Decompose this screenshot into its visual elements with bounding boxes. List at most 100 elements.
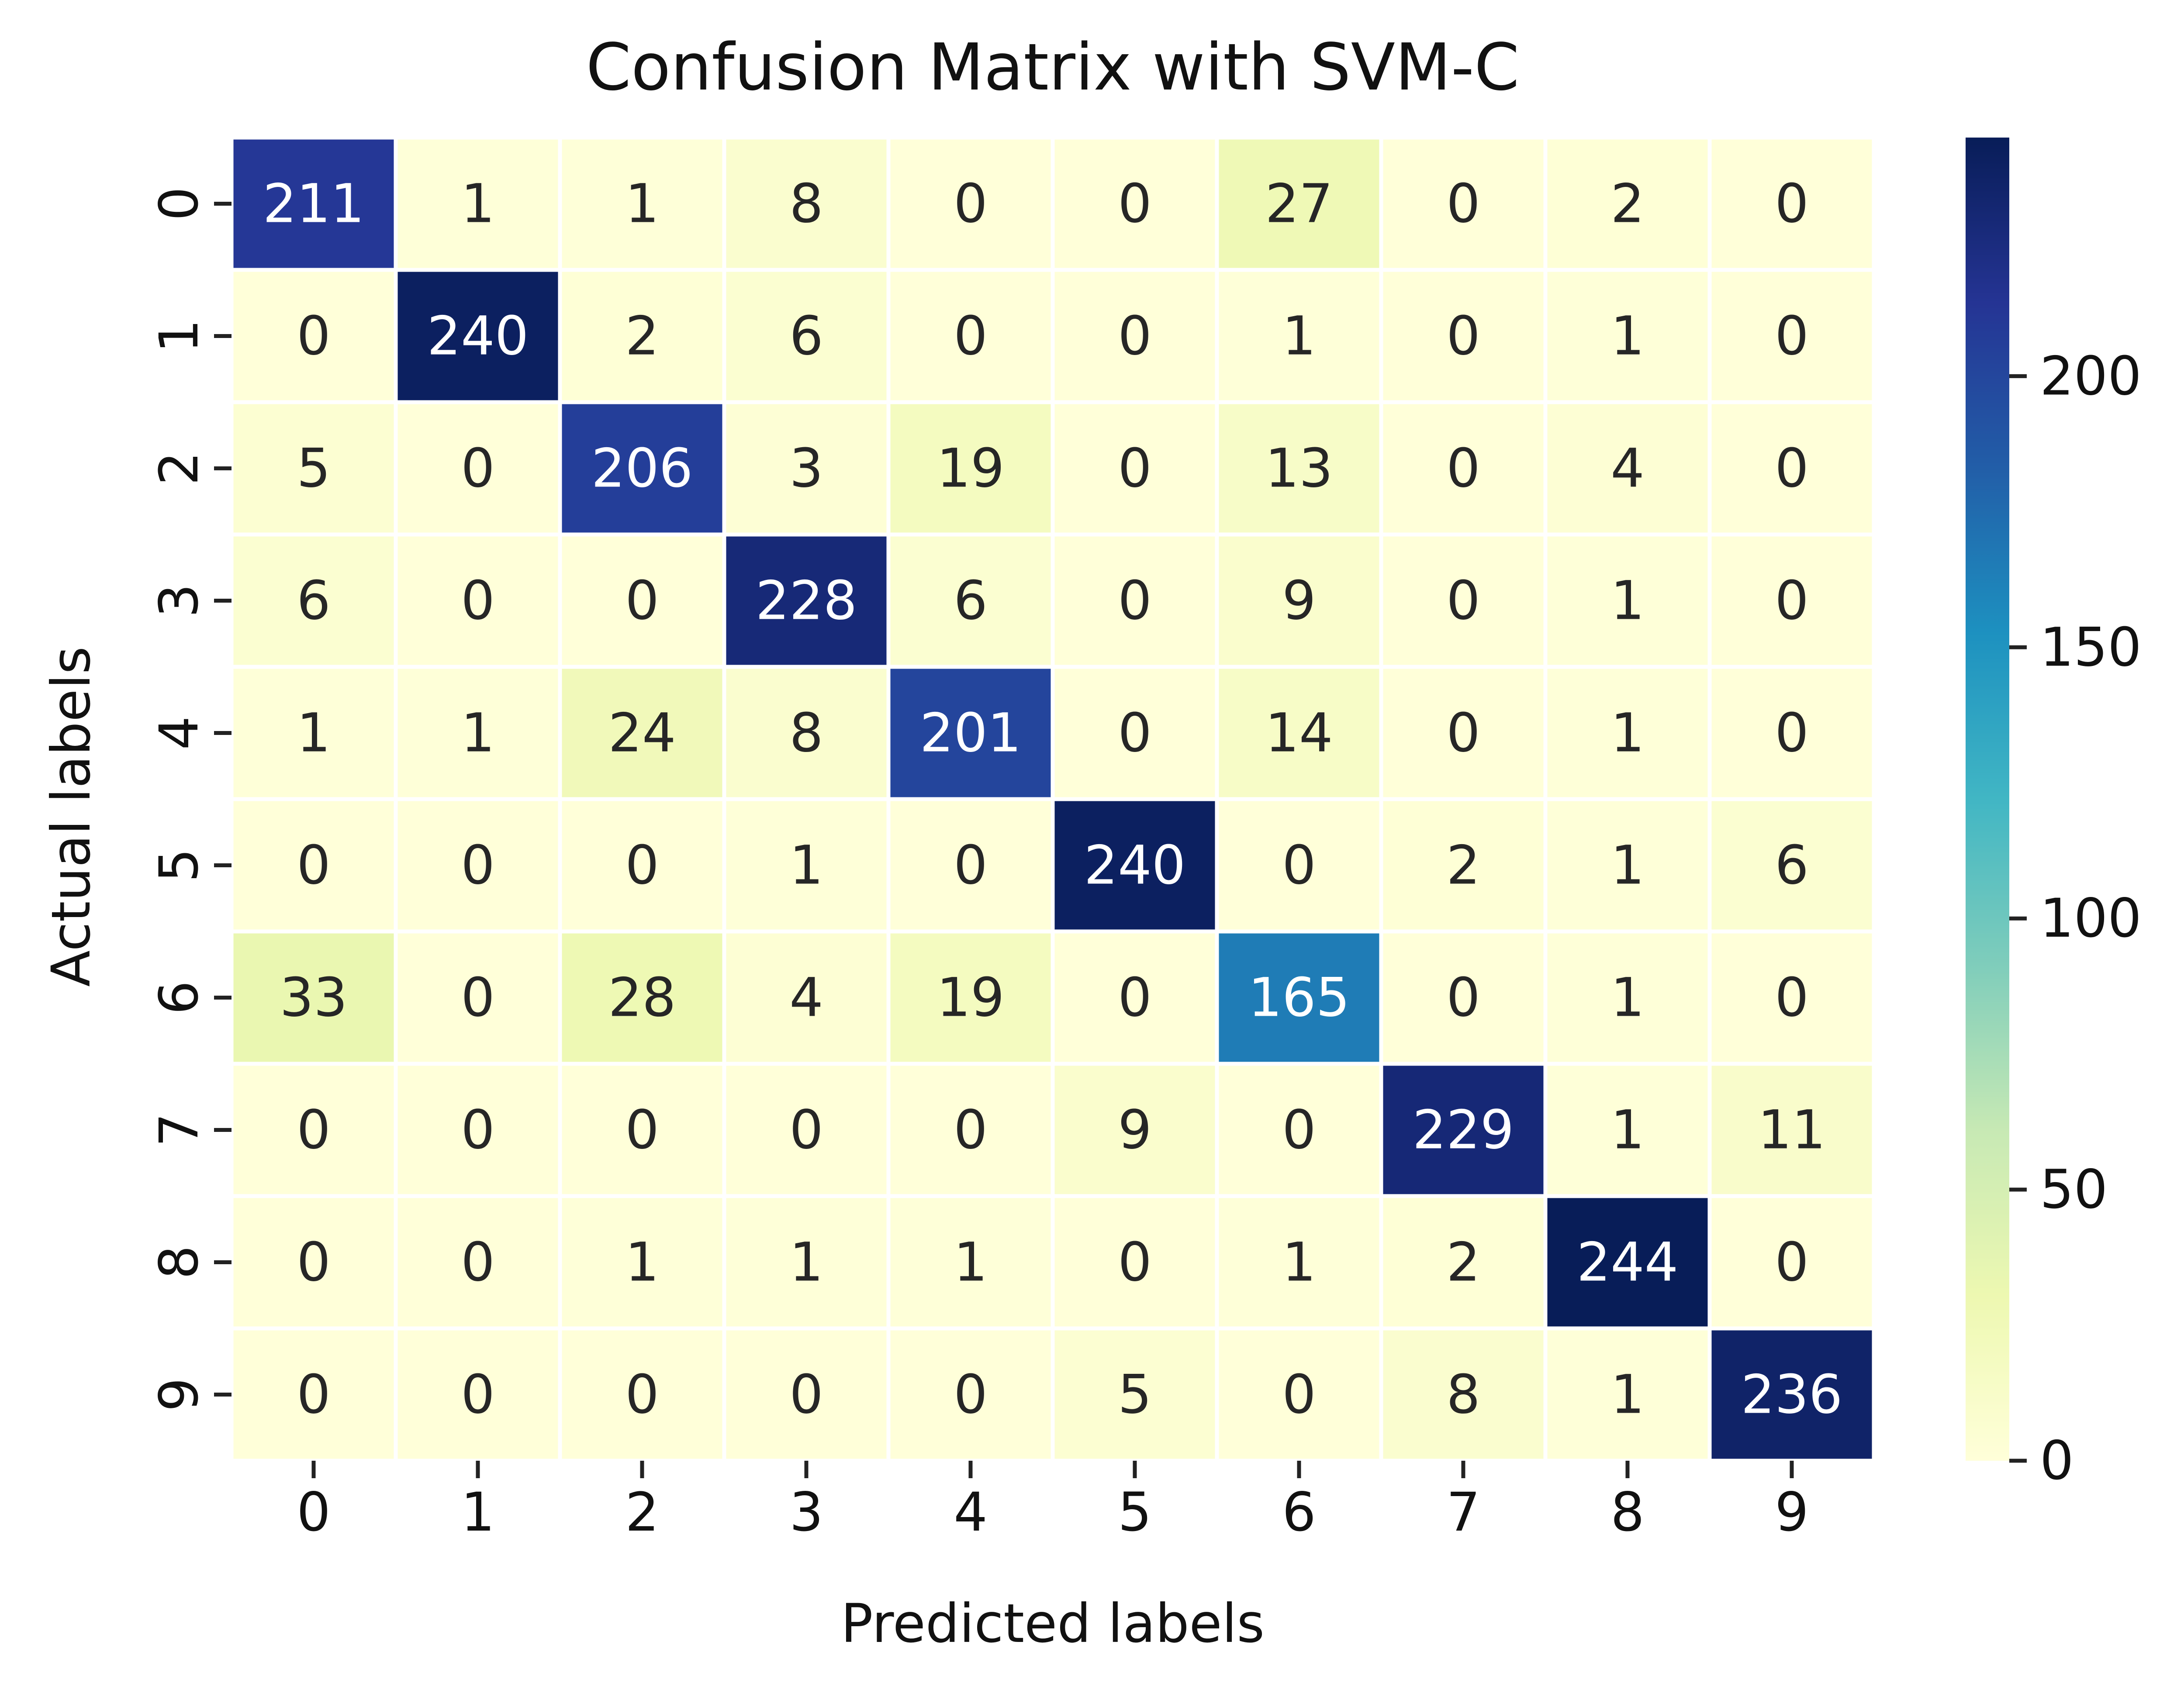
- cell-value-label: 0: [954, 173, 988, 235]
- colorbar-gradient: [1966, 138, 2009, 1461]
- cell-value-label: 0: [461, 570, 495, 632]
- cell-value-label: 1: [1610, 1364, 1645, 1426]
- y-tick-label: 0: [148, 187, 210, 221]
- cell-value-label: 240: [427, 305, 529, 367]
- heatmap-cell: [1379, 135, 1548, 272]
- heatmap-cell: [1707, 268, 1876, 404]
- heatmap-cell: [1051, 1062, 1219, 1198]
- cell-value-label: 1: [461, 173, 495, 235]
- heatmap-cell: [1215, 400, 1383, 537]
- heatmap-cell: [558, 1062, 726, 1198]
- cell-value-label: 14: [1265, 702, 1333, 764]
- heatmap-cell: [886, 1326, 1055, 1463]
- y-tick-label: 8: [148, 1245, 210, 1279]
- cell-value-label: 1: [954, 1231, 988, 1293]
- cell-value-label: 5: [297, 438, 331, 500]
- heatmap-cell: [229, 400, 398, 537]
- cell-value-label: 0: [1775, 438, 1809, 500]
- cell-value-label: 2: [1446, 1231, 1480, 1293]
- cell-value-label: 0: [625, 1099, 659, 1161]
- cell-value-label: 1: [625, 173, 659, 235]
- cell-value-label: 0: [297, 1364, 331, 1426]
- cell-value-label: 0: [1775, 967, 1809, 1029]
- heatmap-cell: [394, 1062, 562, 1198]
- cell-value-label: 0: [1775, 702, 1809, 764]
- heatmap-cell: [1051, 532, 1219, 669]
- cell-value-label: 9: [1282, 570, 1316, 632]
- cell-value-label: 0: [297, 835, 331, 897]
- cell-value-label: 0: [1118, 702, 1152, 764]
- cell-value-label: 0: [1118, 438, 1152, 500]
- y-tick-label: 6: [148, 981, 210, 1015]
- y-tick-label: 5: [148, 848, 210, 883]
- heatmap-cell: [394, 665, 562, 801]
- colorbar-tick-label: 150: [2040, 616, 2142, 678]
- cell-value-label: 211: [263, 173, 365, 235]
- cell-value-label: 0: [1118, 1231, 1152, 1293]
- cell-value-label: 0: [1775, 173, 1809, 235]
- cell-value-label: 0: [1282, 835, 1316, 897]
- cell-value-label: 0: [954, 305, 988, 367]
- heatmap-cell: [1707, 1326, 1876, 1463]
- x-tick-label: 4: [954, 1481, 988, 1543]
- cell-value-label: 27: [1265, 173, 1333, 235]
- heatmap-cell: [886, 1062, 1055, 1198]
- cell-value-label: 9: [1118, 1099, 1152, 1161]
- cell-value-label: 24: [608, 702, 676, 764]
- cell-value-label: 1: [461, 702, 495, 764]
- cell-value-label: 1: [1610, 835, 1645, 897]
- y-tick-label: 4: [148, 716, 210, 750]
- cell-value-label: 4: [1610, 438, 1645, 500]
- heatmap-cell: [1543, 268, 1712, 404]
- x-tick-label: 2: [625, 1481, 659, 1543]
- cell-value-label: 0: [789, 1364, 823, 1426]
- cell-value-label: 0: [954, 835, 988, 897]
- cell-value-label: 0: [1446, 305, 1480, 367]
- y-tick-label: 3: [148, 584, 210, 618]
- heatmap-cell: [722, 797, 891, 934]
- cell-value-label: 19: [936, 967, 1004, 1029]
- colorbar: 0 50 100 150 200: [1966, 138, 2142, 1492]
- cell-value-label: 0: [461, 835, 495, 897]
- heatmap-cell: [722, 1062, 891, 1198]
- cell-value-label: 0: [461, 1099, 495, 1161]
- cell-value-label: 1: [1282, 1231, 1316, 1293]
- cell-value-label: 0: [1282, 1364, 1316, 1426]
- cell-value-label: 2: [625, 305, 659, 367]
- cell-value-label: 11: [1758, 1099, 1825, 1161]
- cell-value-label: 8: [1446, 1364, 1480, 1426]
- heatmap-cell: [229, 1326, 398, 1463]
- cell-value-label: 244: [1577, 1231, 1679, 1293]
- cell-value-label: 8: [789, 702, 823, 764]
- y-tick-label: 7: [148, 1113, 210, 1147]
- cell-value-label: 0: [1775, 1231, 1809, 1293]
- heatmap-cell: [722, 929, 891, 1066]
- cell-value-label: 1: [1610, 305, 1645, 367]
- heatmap-cell: [394, 1194, 562, 1331]
- colorbar-tick-label: 0: [2040, 1430, 2074, 1492]
- cell-value-label: 0: [1446, 438, 1480, 500]
- heatmap-cell: [558, 400, 726, 537]
- y-tick-label: 1: [148, 319, 210, 353]
- cell-value-label: 0: [954, 1099, 988, 1161]
- cell-value-label: 0: [1446, 570, 1480, 632]
- heatmap-cell: [1543, 1326, 1712, 1463]
- heatmap-cell: [1379, 1194, 1548, 1331]
- heatmap-cell: [722, 268, 891, 404]
- heatmap-cell: [229, 797, 398, 934]
- cell-value-label: 0: [297, 305, 331, 367]
- cell-value-label: 1: [789, 1231, 823, 1293]
- x-tick-label: 7: [1446, 1481, 1480, 1543]
- cell-value-label: 0: [1118, 305, 1152, 367]
- cell-value-label: 228: [756, 570, 857, 632]
- heatmap-cell: [1543, 1062, 1712, 1198]
- cell-value-label: 0: [297, 1231, 331, 1293]
- x-tick-label: 0: [297, 1481, 331, 1543]
- cell-value-label: 1: [1610, 967, 1645, 1029]
- y-tick-label: 2: [148, 452, 210, 486]
- cell-value-label: 0: [1775, 305, 1809, 367]
- heatmap-cell: [1707, 135, 1876, 272]
- heatmap-cell: [1707, 400, 1876, 537]
- cell-value-label: 0: [1446, 702, 1480, 764]
